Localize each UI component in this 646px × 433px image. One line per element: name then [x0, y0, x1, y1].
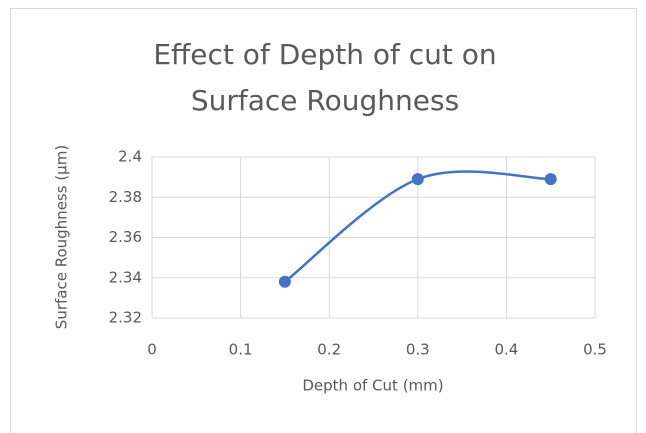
chart-title: Effect of Depth of cut on Surface Roughn… [153, 38, 497, 117]
y-tick-label: 2.32 [109, 309, 142, 327]
x-tick-label: 0.4 [494, 341, 518, 359]
x-tick-label: 0.2 [317, 341, 341, 359]
x-tick-label: 0.1 [229, 341, 253, 359]
y-tick-label: 2.38 [109, 188, 142, 206]
data-point [544, 173, 557, 186]
chart-border [10, 8, 637, 433]
x-tick-label: 0 [147, 341, 157, 359]
y-tick-label: 2.36 [109, 228, 142, 246]
y-axis-label: Surface Roughness (μm) [53, 145, 71, 329]
data-point [278, 275, 291, 288]
y-tick-label: 2.34 [109, 268, 142, 286]
x-axis-label: Depth of Cut (mm) [302, 377, 443, 395]
data-point [411, 173, 424, 186]
y-tick-label: 2.4 [118, 148, 142, 166]
x-tick-label: 0.3 [406, 341, 430, 359]
x-tick-label: 0.5 [583, 341, 607, 359]
